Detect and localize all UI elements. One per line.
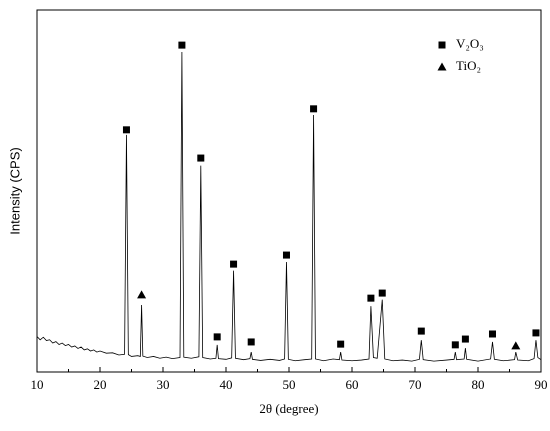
x-tick-label: 30: [157, 377, 170, 392]
marker-triangle: [511, 341, 521, 350]
x-tick-label: 90: [535, 377, 548, 392]
marker-square: [438, 41, 446, 49]
pattern-line: [36, 51, 542, 362]
x-tick-label: 80: [472, 377, 485, 392]
x-tick-label: 20: [94, 377, 107, 392]
marker-square: [461, 335, 469, 343]
marker-square: [451, 341, 459, 349]
x-tick-label: 50: [283, 377, 296, 392]
x-axis-label: 2θ (degree): [259, 401, 318, 416]
x-tick-label: 40: [220, 377, 233, 392]
marker-square: [417, 327, 425, 335]
x-tick-label: 10: [31, 377, 44, 392]
y-axis-label: Intensity (CPS): [7, 147, 22, 234]
marker-square: [488, 330, 496, 338]
x-tick-label: 70: [409, 377, 422, 392]
legend-label: V₂O₃: [456, 36, 484, 51]
marker-square: [122, 126, 130, 134]
legend-label: TiO₂: [456, 58, 481, 73]
marker-triangle: [437, 62, 447, 71]
marker-square: [310, 105, 318, 113]
marker-square: [197, 154, 205, 162]
marker-square: [337, 340, 345, 348]
marker-triangle: [137, 290, 147, 299]
marker-square: [367, 294, 375, 302]
marker-square: [532, 329, 540, 337]
marker-square: [282, 251, 290, 259]
marker-square: [213, 333, 221, 341]
marker-square: [378, 289, 386, 297]
marker-square: [230, 260, 238, 268]
marker-square: [247, 338, 255, 346]
x-tick-label: 60: [346, 377, 359, 392]
marker-square: [178, 41, 186, 49]
